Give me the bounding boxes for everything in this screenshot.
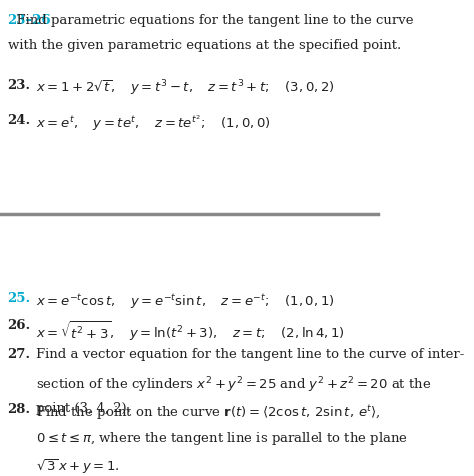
Text: 26.: 26. [8,318,31,331]
Text: $x = \sqrt{t^2+3},\quad y = \ln(t^2+3),\quad z = t;\quad (2, \ln 4, 1)$: $x = \sqrt{t^2+3},\quad y = \ln(t^2+3),\… [36,318,345,342]
Text: 28.: 28. [8,402,31,415]
Text: $x = e^{-t}\cos t,\quad y = e^{-t}\sin t,\quad z = e^{-t};\quad (1, 0, 1)$: $x = e^{-t}\cos t,\quad y = e^{-t}\sin t… [36,291,335,310]
Text: 23–26: 23–26 [8,14,51,27]
Text: $0 \leq t \leq \pi$, where the tangent line is parallel to the plane: $0 \leq t \leq \pi$, where the tangent l… [36,429,408,446]
Text: 27.: 27. [8,347,31,361]
Text: $x = e^t,\quad y = te^t,\quad z = te^{t^2};\quad (1, 0, 0)$: $x = e^t,\quad y = te^t,\quad z = te^{t^… [36,113,271,133]
Text: $\sqrt{3}\,x + y = 1$.: $\sqrt{3}\,x + y = 1$. [36,456,120,475]
Text: 25.: 25. [8,291,31,304]
Text: 24.: 24. [8,113,31,126]
Text: Find a vector equation for the tangent line to the curve of inter-: Find a vector equation for the tangent l… [36,347,465,361]
Text: with the given parametric equations at the specified point.: with the given parametric equations at t… [8,40,401,52]
Text: Find parametric equations for the tangent line to the curve: Find parametric equations for the tangen… [8,14,413,27]
Text: section of the cylinders $x^2 + y^2 = 25$ and $y^2 + z^2 = 20$ at the: section of the cylinders $x^2 + y^2 = 25… [36,375,431,394]
Text: Find the point on the curve $\mathbf{r}(t) = \langle 2\cos t,\, 2\sin t,\, e^t\r: Find the point on the curve $\mathbf{r}(… [36,402,381,421]
Text: 23.: 23. [8,79,31,91]
Text: point (3, 4, 2).: point (3, 4, 2). [36,401,131,414]
Text: $x = 1 + 2\sqrt{t},\quad y = t^3 - t,\quad z = t^3 + t;\quad (3, 0, 2)$: $x = 1 + 2\sqrt{t},\quad y = t^3 - t,\qu… [36,79,335,98]
